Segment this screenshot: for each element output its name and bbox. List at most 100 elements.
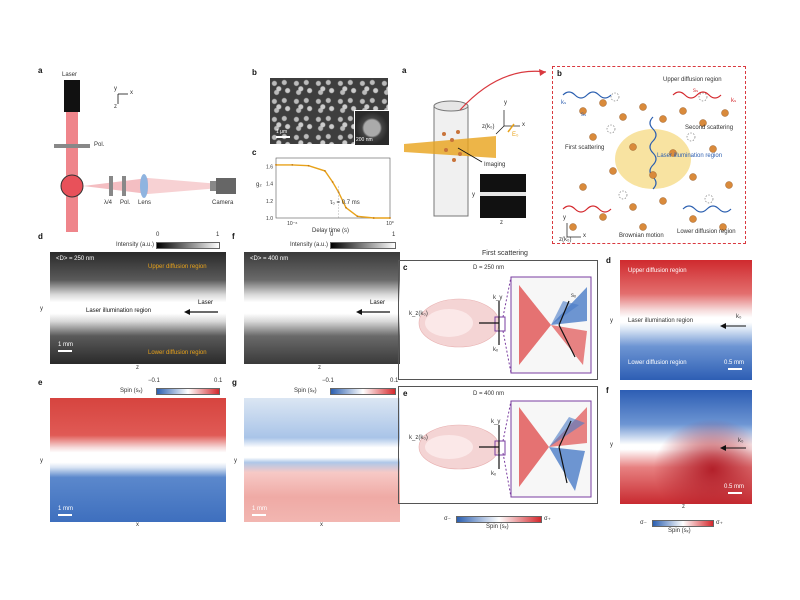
f-cbar-min: 0 bbox=[330, 232, 334, 238]
left-panel-c: c 1.6 1.4 1.2 1.0 10⁻⁶ 10⁰ g₂ Delay time (s) … bbox=[250, 148, 398, 236]
g-scale-label: 1 mm bbox=[252, 506, 267, 512]
b-ks-left: kₛ bbox=[561, 100, 567, 106]
left-panel-b: b 1 μm 200 nm bbox=[252, 68, 394, 148]
f-axis-z: z bbox=[318, 365, 321, 371]
cuvette-diagram bbox=[404, 69, 547, 218]
img-axis-z: z bbox=[500, 220, 503, 226]
d-lower-label: Lower diffusion region bbox=[628, 360, 687, 366]
d-cbar-max: 1 bbox=[216, 232, 220, 238]
f-spin-colorbar bbox=[652, 520, 714, 527]
b-laser-region: Laser illumination region bbox=[657, 153, 723, 159]
left-panel-f: f 0 1 Intensity (a.u.) <D> = 400 nm Lase… bbox=[232, 232, 402, 372]
f-right-scalebar bbox=[728, 492, 742, 494]
d-cbar-title: Intensity (a.u.) bbox=[116, 242, 155, 248]
b-ss-left: sₛ bbox=[581, 112, 587, 118]
g2-xtick-label: 10⁻⁶ bbox=[287, 221, 297, 227]
b-axis-x: x bbox=[583, 233, 586, 239]
f-size-label: <D> = 400 nm bbox=[250, 256, 289, 262]
camera-label: Camera bbox=[212, 200, 234, 206]
imaging-label: Imaging bbox=[484, 162, 506, 168]
panel-label-g: g bbox=[232, 378, 237, 387]
laser-source bbox=[64, 80, 80, 112]
scattering-schematic bbox=[562, 91, 733, 238]
axis-x-label: x bbox=[130, 90, 133, 96]
d-lower-region: Lower diffusion region bbox=[148, 350, 207, 356]
f-right-axis-y: y bbox=[610, 442, 613, 448]
laser-beam bbox=[66, 112, 78, 232]
g2-data-point bbox=[389, 217, 391, 219]
g-scalebar bbox=[252, 514, 266, 516]
e-kx: kₓ bbox=[491, 471, 496, 477]
scattered-light bbox=[83, 178, 148, 194]
b-lower-region: Lower diffusion region bbox=[677, 229, 736, 235]
f-laser-arrow bbox=[356, 309, 390, 315]
illumination-region bbox=[615, 129, 691, 189]
f-cbar-min-right: σ₋ bbox=[640, 520, 647, 526]
left-panel-a: a Laser Pol. λ/4 Pol. Lens Camera y x z bbox=[38, 66, 248, 236]
g-cbar-min: −0.1 bbox=[322, 378, 334, 384]
img-axis-y: y bbox=[472, 192, 475, 198]
b-second-scattering: Second scattering bbox=[685, 125, 734, 131]
particles bbox=[442, 130, 462, 162]
cuv-axis-x: x bbox=[522, 122, 525, 128]
pol-label: Pol. bbox=[120, 200, 131, 206]
b-first-scattering: First scattering bbox=[565, 145, 605, 151]
panel-label-b: b bbox=[252, 68, 257, 77]
d-right-scalebar bbox=[728, 368, 742, 370]
e-axis-y: y bbox=[40, 458, 43, 464]
laser-label: Laser bbox=[62, 72, 78, 78]
camera bbox=[216, 178, 236, 194]
d-k0-arrow bbox=[720, 323, 746, 329]
ce-cbar-title: Spin (sₓ) bbox=[486, 524, 509, 530]
f-cbar-max: 1 bbox=[392, 232, 396, 238]
d-intensity-colorbar bbox=[156, 242, 220, 249]
d-laser-arrow bbox=[184, 309, 218, 315]
left-panel-e: e −0.1 0.1 Spin (sₓ) 1 mm y x bbox=[38, 378, 226, 528]
e-cbar-min: −0.1 bbox=[148, 378, 160, 384]
g2-ytick-label: 1.0 bbox=[266, 216, 273, 222]
b-brownian: Brownian motion bbox=[619, 233, 664, 239]
axis-y-label: y bbox=[114, 86, 117, 92]
right-panel-d: d Upper diffusion region Laser illuminat… bbox=[606, 256, 752, 382]
pol-top-label: Pol. bbox=[94, 142, 105, 148]
f-simulated-map bbox=[620, 390, 752, 504]
nanoparticles bbox=[569, 99, 733, 231]
d-intensity-map bbox=[50, 252, 226, 364]
g2-ytick-label: 1.6 bbox=[266, 165, 273, 171]
e-spin-colorbar bbox=[156, 388, 220, 395]
left-panel-g: g −0.1 0.1 Spin (sₓ) 1 mm y x bbox=[232, 378, 402, 528]
d-simulated-map bbox=[620, 260, 752, 380]
cuv-axis-y: y bbox=[504, 100, 507, 106]
f-right-scale: 0.5 mm bbox=[724, 484, 745, 490]
inset-scale-label: 200 nm bbox=[356, 137, 373, 143]
d-scale-label: 1 mm bbox=[58, 342, 73, 348]
f-intensity-map bbox=[244, 252, 400, 364]
g-spin-map bbox=[244, 398, 400, 522]
f-k0: k₀ bbox=[738, 438, 744, 444]
g2-xlabel: Delay time (s) bbox=[312, 228, 350, 234]
first-scattering-title: First scattering bbox=[482, 250, 528, 257]
g2-data-point bbox=[331, 181, 334, 183]
f-intensity-colorbar bbox=[330, 242, 396, 249]
panel-label-d-right: d bbox=[606, 256, 611, 265]
d-laser-region: Laser illumination region bbox=[86, 308, 152, 314]
g2-chart: 1.6 1.4 1.2 1.0 10⁻⁶ 10⁰ bbox=[266, 157, 394, 227]
d-right-scale: 0.5 mm bbox=[724, 360, 745, 366]
g2-data-point bbox=[275, 163, 277, 166]
cuv-axis-z: z(k₀) bbox=[482, 124, 495, 130]
e-radiation-pattern bbox=[418, 400, 592, 498]
d-upper-region: Upper diffusion region bbox=[148, 264, 207, 270]
optical-setup-diagram bbox=[54, 80, 236, 232]
panel-label-c: c bbox=[252, 148, 257, 157]
e-cbar-title: Spin (sₓ) bbox=[120, 388, 143, 394]
right-panel-f: f k₀ 0.5 mm y z bbox=[606, 386, 752, 510]
polarizer-top bbox=[54, 144, 90, 148]
f-cbar-title: Intensity (a.u.) bbox=[290, 242, 329, 248]
g2-data-point bbox=[372, 217, 375, 219]
e-size: D = 400 nm bbox=[473, 391, 505, 397]
quarter-wave-label: λ/4 bbox=[104, 200, 113, 206]
panel-label-e-right: e bbox=[403, 389, 408, 398]
polarizer bbox=[122, 176, 126, 196]
sem-scale-label: 1 μm bbox=[276, 129, 288, 135]
quarter-wave-plate bbox=[109, 176, 113, 196]
